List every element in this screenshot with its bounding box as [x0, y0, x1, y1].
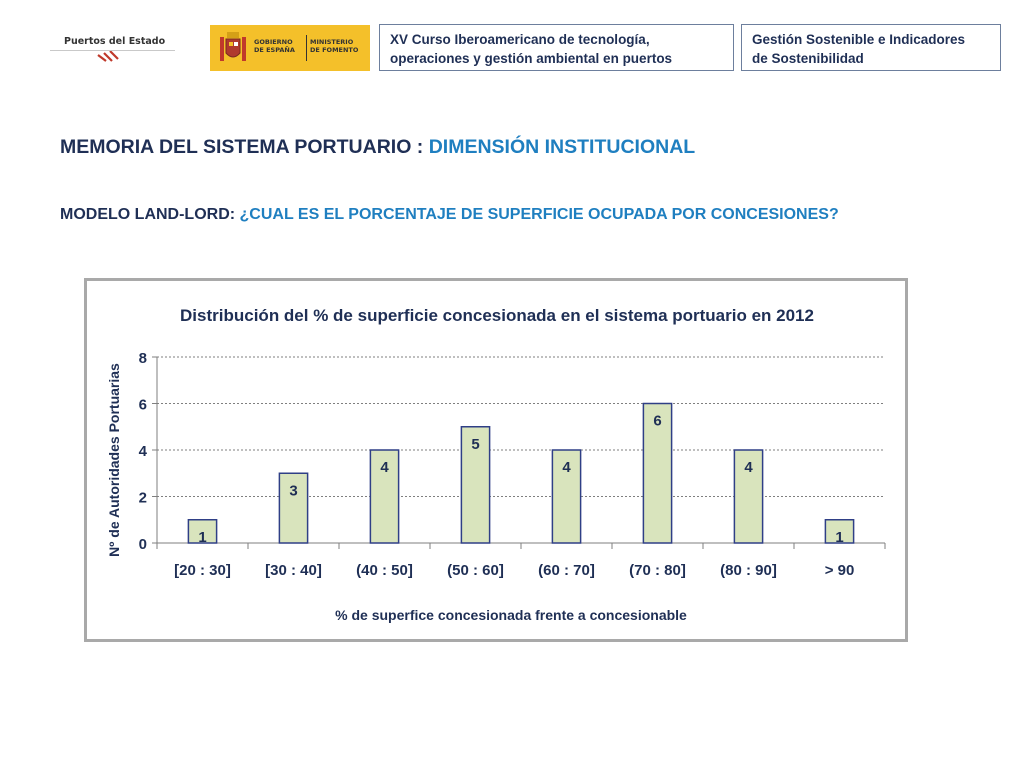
coat-of-arms-icon [220, 32, 246, 61]
y-tick-label: 4 [139, 443, 148, 460]
gov-label-line: GOBIERNO [254, 38, 293, 46]
gov-label-left: GOBIERNO DE ESPAÑA [254, 38, 295, 54]
y-tick-label: 2 [139, 490, 147, 507]
module-title-box: Gestión Sostenible e Indicadores de Sost… [741, 24, 1001, 71]
bar [187, 519, 218, 544]
chart-y-axis-label: Nº de Autoridades Portuarias [106, 363, 122, 557]
bar [642, 402, 673, 544]
logo-divider [50, 50, 175, 51]
x-tick-label: (80 : 90] [720, 562, 777, 579]
gov-label-right: MINISTERIO DE FOMENTO [310, 38, 358, 54]
y-tick-label: 8 [139, 350, 147, 367]
x-tick-label: (70 : 80] [629, 562, 686, 579]
x-tick-label: [20 : 30] [174, 562, 231, 579]
logo-mark-icon [97, 51, 119, 62]
slide-title-prefix: MEMORIA DEL SISTEMA PORTUARIO : [60, 136, 429, 158]
chart-bars [187, 402, 855, 544]
bar-chart: Distribución del % de superficie concesi… [106, 306, 886, 623]
bar-data-label: 1 [198, 529, 206, 546]
chart-title: Distribución del % de superficie concesi… [180, 306, 814, 325]
bar-data-label: 1 [835, 529, 843, 546]
bar [551, 449, 582, 544]
course-title-line: XV Curso Iberoamericano de tecnología, [390, 32, 650, 47]
bar-data-label: 5 [471, 436, 479, 453]
chart-gridlines [157, 356, 885, 497]
gobierno-espana-logo: GOBIERNO DE ESPAÑA MINISTERIO DE FOMENTO [210, 25, 370, 71]
x-tick-label: (40 : 50] [356, 562, 413, 579]
course-title-line: operaciones y gestión ambiental en puert… [390, 51, 673, 66]
bar [733, 449, 764, 544]
y-tick-label: 0 [139, 536, 147, 553]
bar-data-label: 4 [380, 459, 389, 476]
bar-data-label: 3 [289, 482, 297, 499]
bar [369, 449, 400, 544]
slide-title: MEMORIA DEL SISTEMA PORTUARIO : DIMENSIÓ… [60, 136, 695, 159]
x-tick-label: > 90 [825, 562, 855, 579]
bar-data-label: 4 [744, 459, 753, 476]
gov-label-line: DE ESPAÑA [254, 46, 295, 54]
bar-data-label: 6 [653, 413, 661, 430]
chart-axes [152, 356, 886, 549]
chart-frame: Distribución del % de superficie concesi… [84, 278, 908, 642]
course-title-box: XV Curso Iberoamericano de tecnología, o… [379, 24, 734, 71]
gov-label-line: MINISTERIO [310, 38, 354, 46]
gov-label-line: DE FOMENTO [310, 46, 359, 54]
chart-labels: 0 2 4 6 8 1 [20 : 30] 3 [30 : 40] 4 (40 : 50] 5 (50 … [139, 350, 855, 579]
y-tick-label: 6 [139, 397, 147, 414]
slide-subtitle-accent: ¿CUAL ES EL PORCENTAJE DE SUPERFICIE OCU… [239, 206, 839, 223]
x-tick-label: (50 : 60] [447, 562, 504, 579]
module-title-line: de Sostenibilidad [752, 51, 864, 66]
slide-subtitle-prefix: MODELO LAND-LORD: [60, 206, 240, 223]
logo-text: Puertos del Estado [64, 36, 166, 47]
bar [824, 519, 855, 544]
module-title-line: Gestión Sostenible e Indicadores [752, 32, 966, 47]
bar [460, 426, 491, 544]
gov-divider [306, 35, 307, 61]
chart-x-axis-label: % de superfice concesionada frente a con… [335, 607, 687, 623]
puertos-del-estado-logo: Puertos del Estado [50, 30, 175, 70]
bar [278, 472, 309, 544]
bar-data-label: 4 [562, 459, 571, 476]
x-tick-label: (60 : 70] [538, 562, 595, 579]
slide-subtitle: MODELO LAND-LORD: ¿CUAL ES EL PORCENTAJE… [60, 206, 839, 224]
slide-title-accent: DIMENSIÓN INSTITUCIONAL [428, 136, 696, 158]
x-tick-label: [30 : 40] [265, 562, 322, 579]
